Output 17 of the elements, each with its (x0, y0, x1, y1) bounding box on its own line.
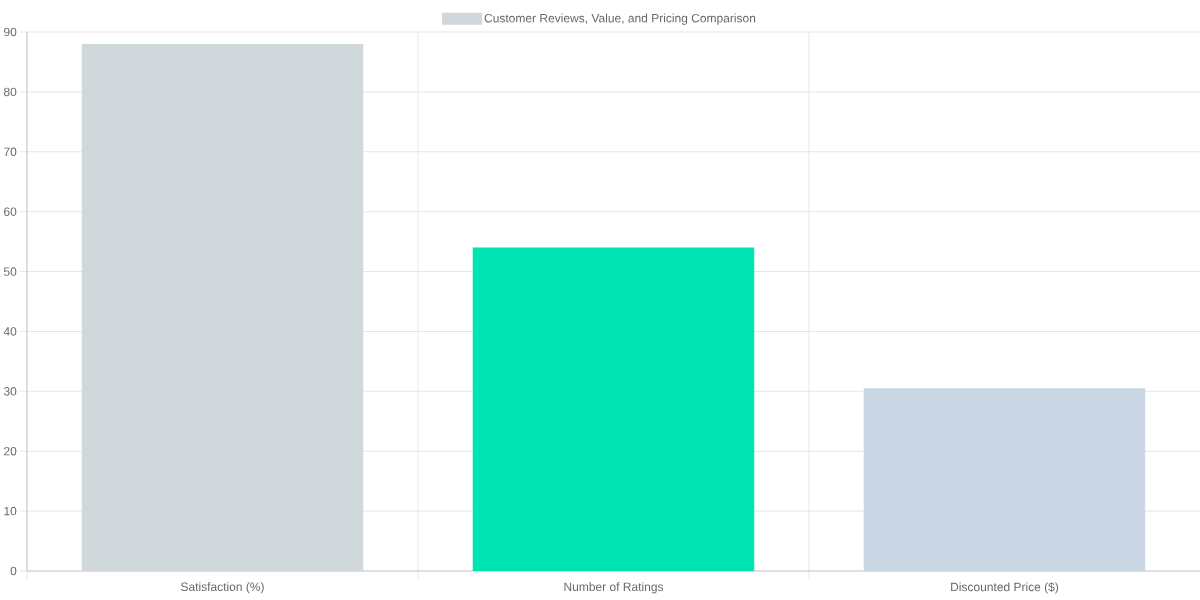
bar (472, 247, 755, 571)
x-tick-label: Discounted Price ($) (951, 582, 1059, 594)
y-tick-label: 20 (4, 446, 17, 456)
x-tick-label: Satisfaction (%) (181, 582, 264, 594)
y-tick-label: 0 (10, 566, 17, 576)
y-tick-label: 30 (3, 387, 17, 396)
y-tick-label: 10 (4, 506, 17, 516)
bar (863, 388, 1146, 571)
y-tick-label: 80 (3, 87, 17, 97)
y-tick-label: 70 (4, 147, 17, 157)
y-tick-label: 60 (4, 207, 17, 216)
y-tick-label: 50 (3, 267, 17, 276)
x-tick-label: Number of Ratings (564, 582, 664, 594)
bar (81, 43, 364, 571)
y-tick-label: 40 (3, 327, 17, 336)
y-tick-label: 90 (4, 27, 17, 37)
legend-label: Customer Reviews, Value, and Pricing Comparison (484, 13, 756, 25)
